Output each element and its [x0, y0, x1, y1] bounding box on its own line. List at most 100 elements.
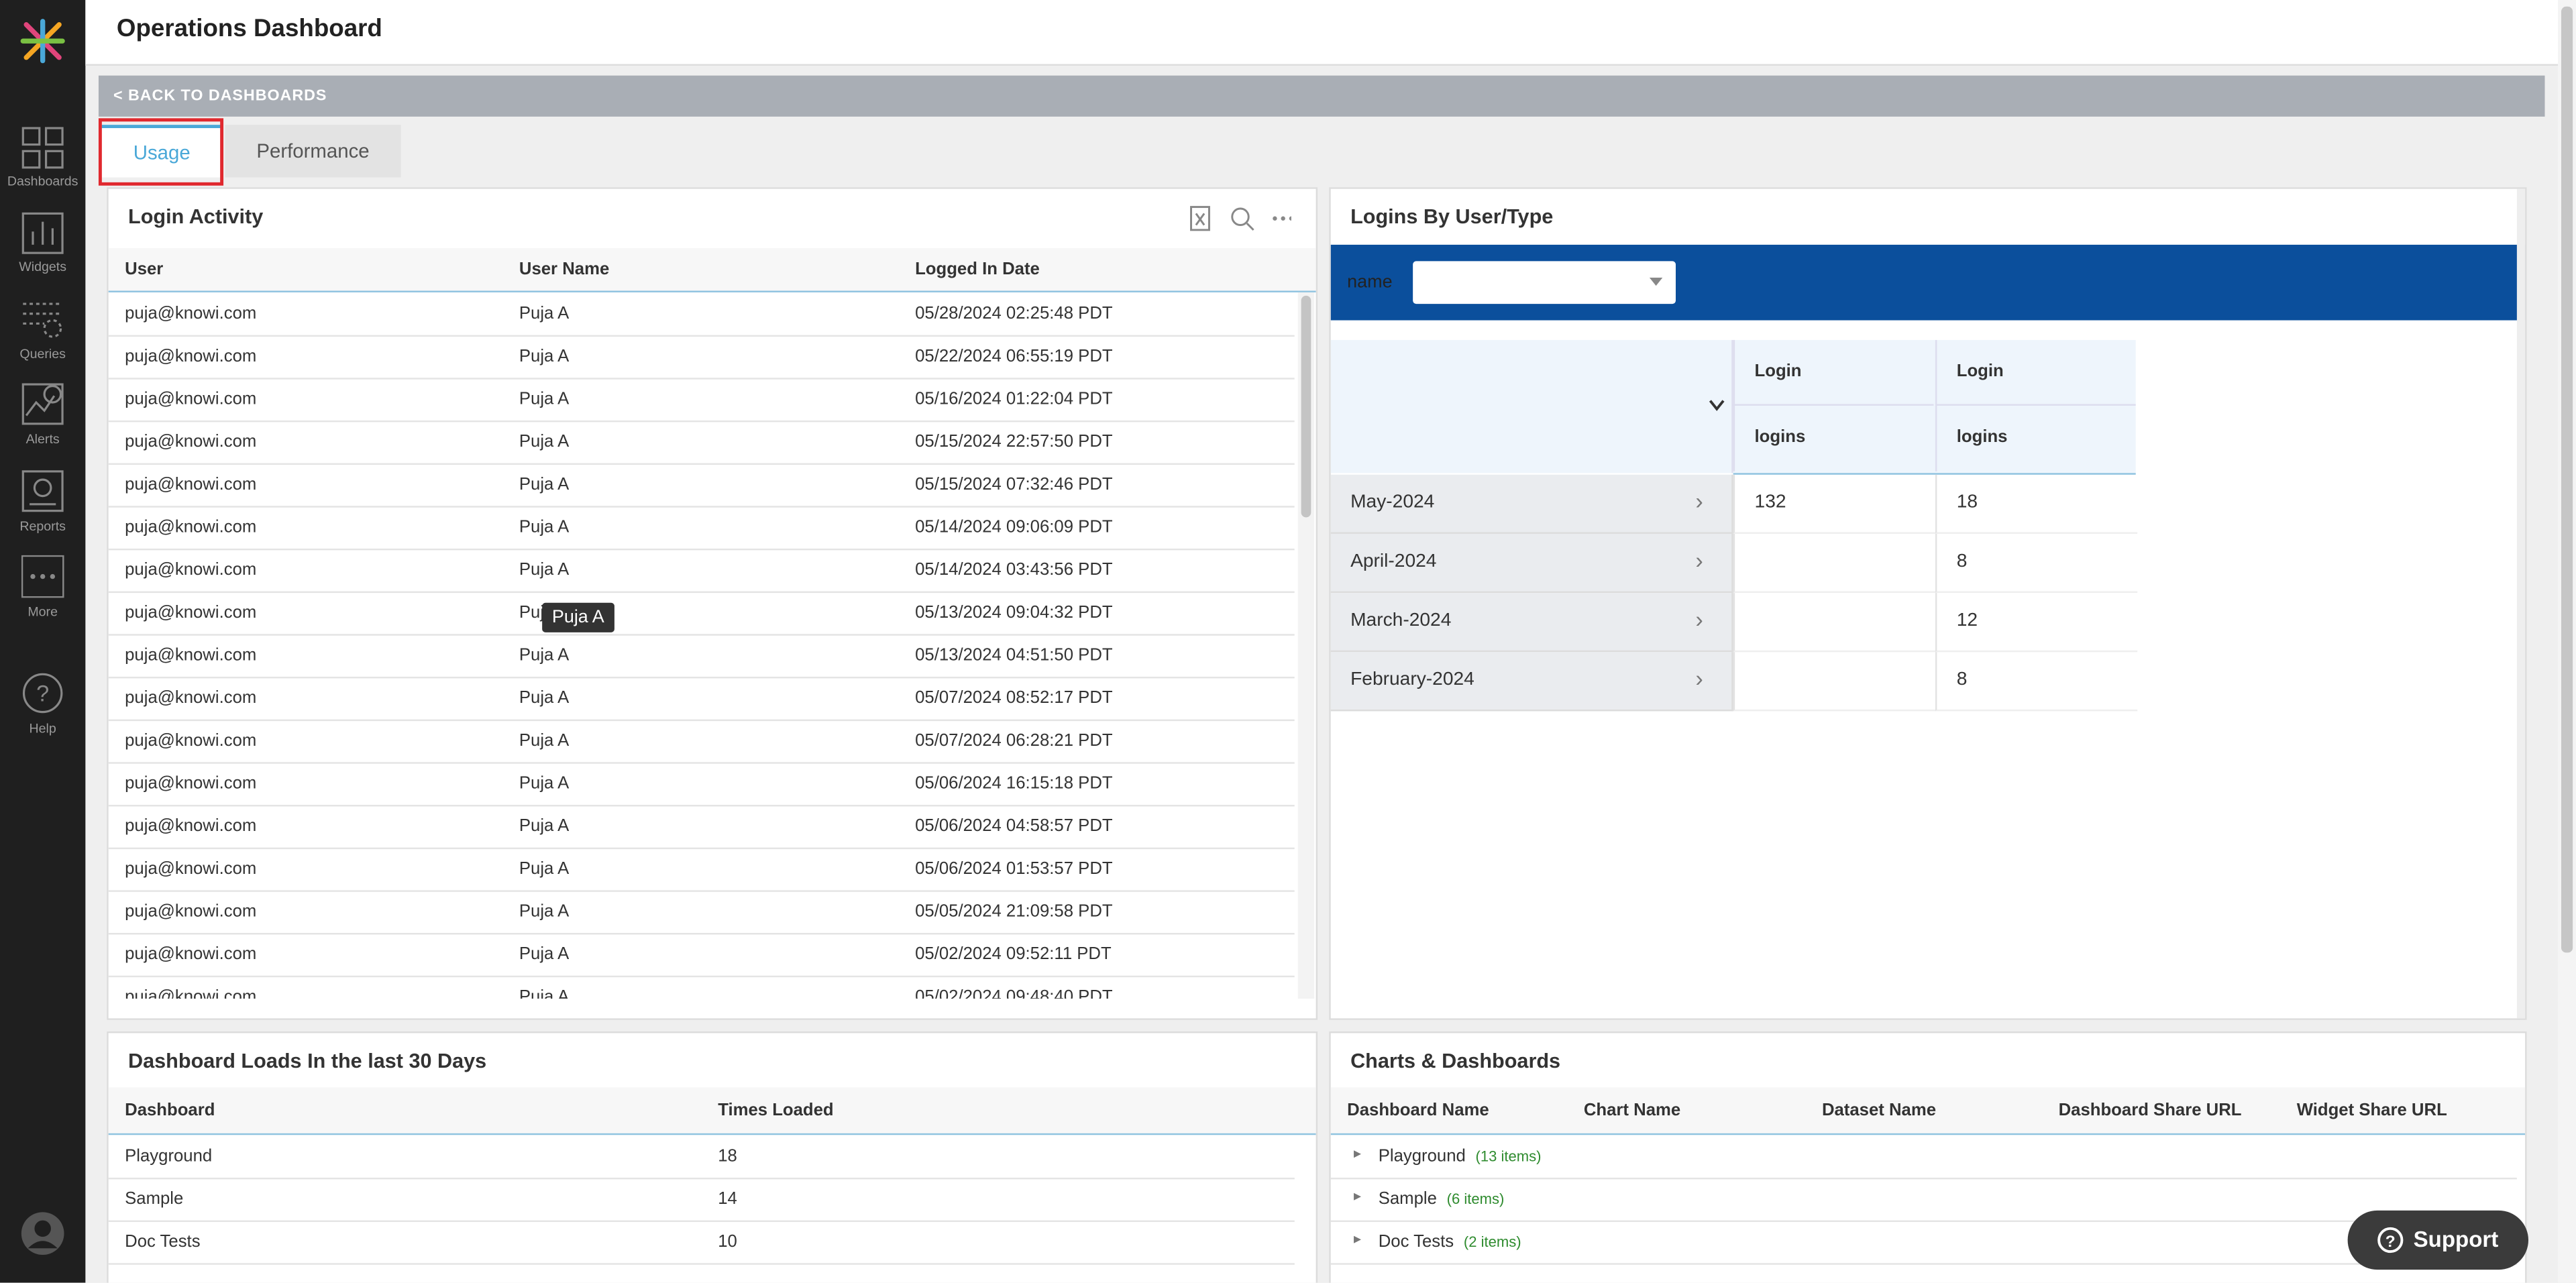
filter-bar: name: [1331, 245, 2525, 321]
tab[interactable]: Performance: [225, 125, 401, 177]
support-button[interactable]: ? Support: [2348, 1211, 2528, 1270]
pivot-row-header: April-2024›: [1331, 534, 1733, 593]
cell: Puja A: [519, 944, 569, 964]
table-body: puja@knowi.comPuja A05/28/2024 02:25:48 …: [109, 292, 1295, 999]
cell: 18: [718, 1146, 737, 1166]
cell: 05/07/2024 06:28:21 PDT: [915, 731, 1113, 750]
pivot-cell: 8: [1935, 652, 2137, 711]
pivot-cell: [1733, 652, 1935, 711]
pivot-corner: [1331, 340, 1733, 473]
logins-panel: Logins By User/Type name LoginloginsLogi…: [1329, 187, 2526, 1020]
cell: puja@knowi.com: [125, 517, 256, 537]
dashboard-loads-panel: Dashboard Loads In the last 30 Days Dash…: [107, 1031, 1318, 1283]
cell: puja@knowi.com: [125, 816, 256, 836]
nav-icon[interactable]: [21, 555, 64, 598]
cell: puja@knowi.com: [125, 475, 256, 494]
cell: puja@knowi.com: [125, 389, 256, 408]
panel-tools[interactable]: [1186, 204, 1291, 233]
cell: Puja A: [519, 389, 569, 408]
svg-text:?: ?: [36, 681, 49, 707]
nav-label: More: [0, 604, 85, 619]
scrollbar[interactable]: [2517, 189, 2525, 1019]
column-header: Widget Share URL: [2297, 1101, 2447, 1120]
cell: puja@knowi.com: [125, 987, 256, 999]
table-header: Dashboard NameChart NameDataset NameDash…: [1331, 1087, 2525, 1135]
group-row[interactable]: ▸Doc Tests(2 items): [1331, 1221, 2517, 1265]
back-link[interactable]: < BACK TO DASHBOARDS: [113, 87, 327, 105]
nav-icon[interactable]: [21, 212, 64, 255]
nav-icon[interactable]: ?: [21, 672, 64, 715]
table-row: puja@knowi.comPuja A05/13/2024 04:51:50 …: [109, 634, 1295, 678]
pivot-column-header: Login: [1935, 340, 2136, 406]
cell: 05/15/2024 22:57:50 PDT: [915, 432, 1113, 451]
expand-icon: ›: [1695, 488, 1703, 514]
pivot-header: LoginloginsLoginlogins: [1733, 340, 2136, 475]
cell: 10: [718, 1232, 737, 1251]
cell: 05/02/2024 09:52:11 PDT: [915, 944, 1112, 964]
cell: puja@knowi.com: [125, 902, 256, 922]
cell: 05/22/2024 06:55:19 PDT: [915, 347, 1113, 366]
cell: Puja A: [519, 645, 569, 665]
pivot-cell: 132: [1733, 475, 1935, 534]
nav-icon[interactable]: [21, 297, 64, 340]
pivot-value: 132: [1755, 493, 1786, 512]
cell: puja@knowi.com: [125, 603, 256, 622]
panel-title: Login Activity: [128, 205, 263, 228]
login-activity-panel: Login Activity UserUser NameLogged In Da…: [107, 187, 1318, 1020]
cell: Puja A: [519, 304, 569, 323]
cell: puja@knowi.com: [125, 432, 256, 451]
page-title: Operations Dashboard: [117, 15, 382, 43]
nav-label: Widgets: [0, 260, 85, 274]
user-avatar[interactable]: [19, 1211, 66, 1257]
cell: Puja A: [519, 347, 569, 366]
column-header: Dashboard Name: [1347, 1101, 1489, 1120]
column-header: User Name: [519, 260, 609, 279]
page-scrollbar[interactable]: [2558, 0, 2576, 1283]
cell: 05/07/2024 08:52:17 PDT: [915, 688, 1113, 708]
highlight-box: [99, 118, 223, 185]
pivot-cell: 8: [1935, 534, 2137, 593]
nav-icon[interactable]: [21, 127, 64, 170]
filter-label: name: [1347, 273, 1392, 292]
table-row: puja@knowi.comPuja A05/06/2024 04:58:57 …: [109, 805, 1295, 849]
cell: puja@knowi.com: [125, 560, 256, 579]
table-row: puja@knowi.comPuja A05/15/2024 22:57:50 …: [109, 421, 1295, 465]
row-label: February-2024: [1350, 670, 1474, 689]
pivot-cell: 12: [1935, 593, 2137, 652]
group-row[interactable]: ▸Playground(13 items): [1331, 1135, 2517, 1179]
cell: puja@knowi.com: [125, 688, 256, 708]
nav-icon[interactable]: [21, 469, 64, 512]
tooltip: Puja A: [542, 603, 614, 632]
column-header: Times Loaded: [718, 1101, 833, 1120]
cell: Puja A: [519, 517, 569, 537]
table-row: puja@knowi.comPuja A05/22/2024 06:55:19 …: [109, 335, 1295, 380]
table-row: puja@knowi.comPuja A05/02/2024 09:48:40 …: [109, 976, 1295, 999]
pivot-value: 18: [1957, 493, 1978, 512]
scroll-thumb[interactable]: [1301, 296, 1311, 518]
group-row[interactable]: ▸Sample(6 items): [1331, 1178, 2517, 1222]
cell: 05/02/2024 09:48:40 PDT: [915, 987, 1113, 999]
table-header: UserUser NameLogged In Date: [109, 248, 1316, 292]
pivot-header-text: Login: [1755, 361, 1802, 381]
nav-icon[interactable]: [21, 383, 64, 426]
nav-label: Queries: [0, 347, 85, 361]
table-row: puja@knowi.comPuja A05/16/2024 01:22:04 …: [109, 378, 1295, 422]
pivot-cell: 18: [1935, 475, 2137, 534]
table-row: puja@knowi.comPuja A05/13/2024 09:04:32 …: [109, 592, 1295, 636]
scroll-thumb[interactable]: [2561, 7, 2573, 953]
cell: puja@knowi.com: [125, 731, 256, 750]
row-label: March-2024: [1350, 611, 1451, 630]
cell: puja@knowi.com: [125, 304, 256, 323]
panel-title: Charts & Dashboards: [1350, 1050, 1560, 1072]
pivot-value: 8: [1957, 670, 1968, 689]
cell: 14: [718, 1189, 737, 1209]
pivot-row-header: March-2024›: [1331, 593, 1733, 652]
filter-select[interactable]: [1413, 261, 1676, 304]
expand-icon: ▸: [1354, 1145, 1361, 1163]
table-row: Playground18: [109, 1135, 1295, 1179]
table-row: puja@knowi.comPuja A05/07/2024 08:52:17 …: [109, 677, 1295, 721]
support-label[interactable]: Support: [2414, 1227, 2499, 1251]
column-header: Chart Name: [1584, 1101, 1680, 1120]
back-bar: < BACK TO DASHBOARDS: [99, 76, 2545, 117]
scrollbar[interactable]: [1298, 292, 1314, 999]
